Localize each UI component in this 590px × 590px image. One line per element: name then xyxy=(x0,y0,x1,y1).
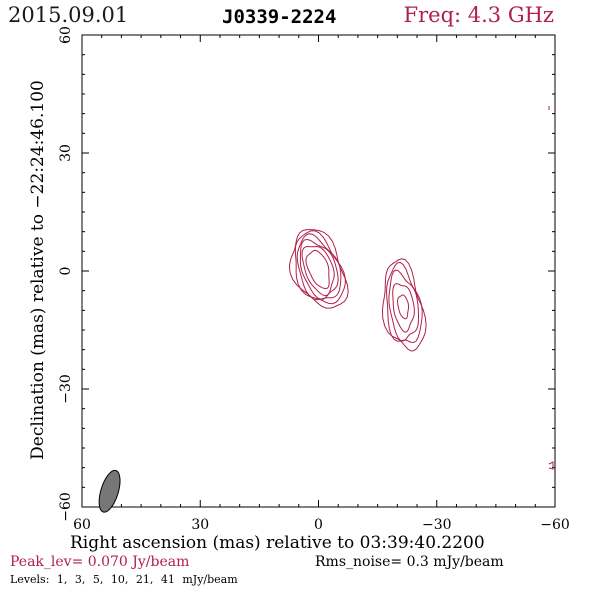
x-tick-label: 60 xyxy=(73,517,91,533)
axis-ticks xyxy=(81,34,556,508)
contour-core xyxy=(301,245,335,297)
contour-core xyxy=(296,233,342,301)
contour-jet xyxy=(381,258,427,352)
contour-set xyxy=(288,229,427,352)
x-tick-label: −30 xyxy=(422,517,452,533)
y-tick-label: 0 xyxy=(58,267,74,276)
peak-level: Peak_lev= 0.070 Jy/beam xyxy=(10,554,190,570)
contour-jet xyxy=(392,283,415,333)
y-tick-label: −60 xyxy=(58,492,74,522)
y-tick-label: 30 xyxy=(58,144,74,162)
contour-core xyxy=(305,249,330,290)
beam-shape xyxy=(98,469,121,513)
y-tick-label: 60 xyxy=(58,26,74,44)
contour-jet xyxy=(388,269,419,342)
y-tick-label: −30 xyxy=(58,374,74,404)
rms-noise: Rms_noise= 0.3 mJy/beam xyxy=(315,554,504,570)
plot-date: 2015.09.01 xyxy=(8,3,129,27)
contour-core xyxy=(294,230,346,305)
edge-mark-right-bottom xyxy=(548,461,554,470)
x-axis-label: Right ascension (mas) relative to 03:39:… xyxy=(70,533,485,553)
y-axis-label: Declination (mas) relative to −22:24:46.… xyxy=(28,80,48,460)
x-tick-label: −60 xyxy=(540,517,570,533)
x-tick-label: 0 xyxy=(314,517,323,533)
contour-core xyxy=(299,238,339,300)
frequency-label: Freq: 4.3 GHz xyxy=(403,3,554,27)
beam-ellipse xyxy=(98,469,121,513)
plot-frame xyxy=(81,34,556,508)
x-tick-label: 30 xyxy=(191,517,209,533)
contour-jet xyxy=(385,261,423,344)
contour-jet xyxy=(396,294,409,320)
edge-marks xyxy=(548,106,554,470)
contour-core xyxy=(288,229,349,309)
tick-labels: 60 30 0 −30 −60 −60 −30 0 30 60 xyxy=(58,26,570,533)
source-name: J0339-2224 xyxy=(222,6,337,28)
contour-levels: Levels: 1, 3, 5, 10, 21, 41 mJy/beam xyxy=(10,573,238,586)
